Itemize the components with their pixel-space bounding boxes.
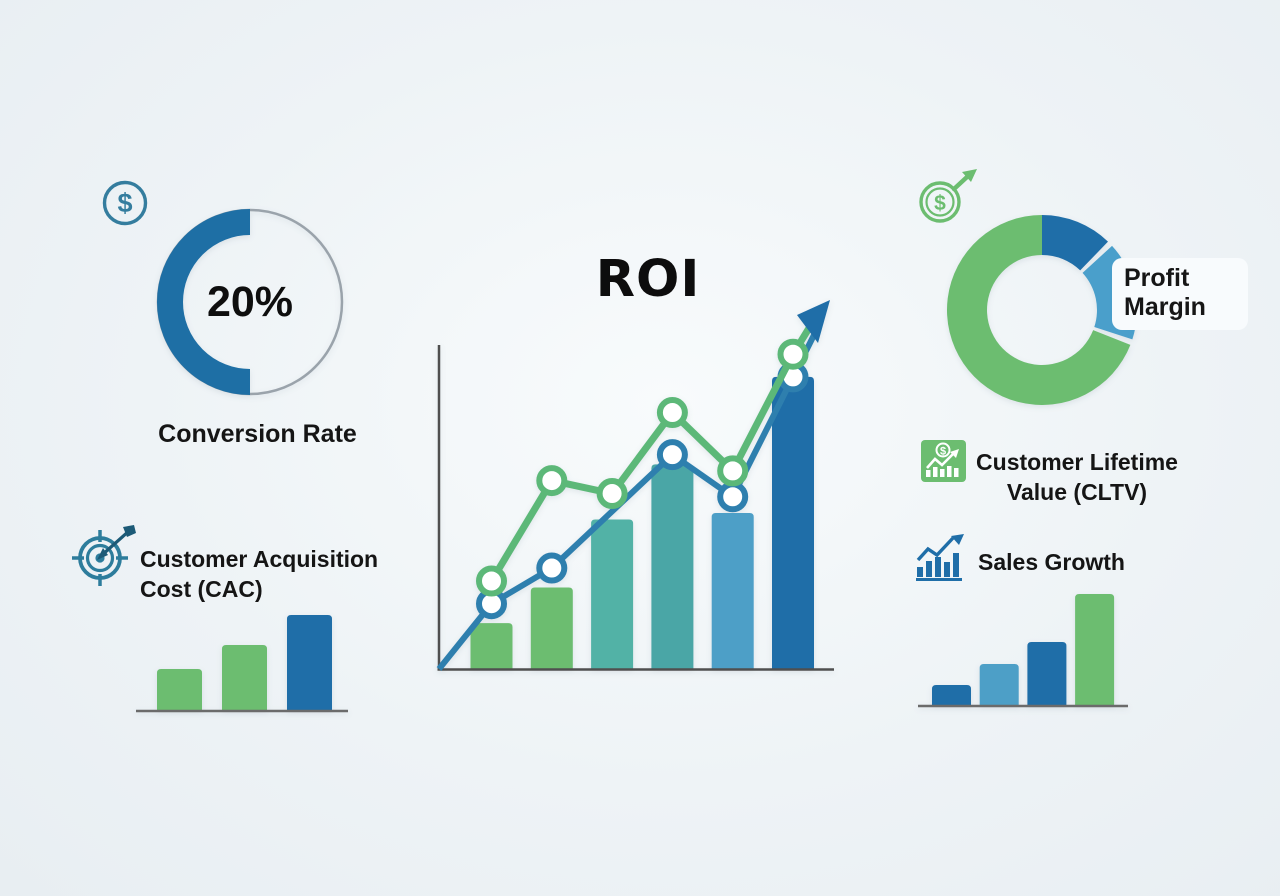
conversion-value: 20%: [206, 277, 294, 326]
roi-bar-line-chart: [436, 300, 834, 671]
cltv-label: Customer Lifetime Value (CLTV): [976, 449, 1178, 505]
sales-growth-bar-chart: [918, 594, 1128, 708]
cac-label: Customer Acquisition Cost (CAC): [140, 546, 379, 602]
cac-bar-chart: [136, 615, 348, 713]
target-icon: [72, 525, 136, 586]
sales-label: Sales Growth: [978, 549, 1125, 575]
dollar-glyph: $: [934, 192, 946, 215]
profit-margin-donut-chart: [947, 215, 1137, 405]
profit-margin-label: Profit Margin: [1112, 258, 1248, 330]
bar-growth-icon: [916, 534, 964, 581]
money-growth-icon: $: [919, 169, 977, 223]
conversion-label: Conversion Rate: [158, 420, 357, 448]
dollar-glyph: $: [117, 188, 132, 218]
dollar-circle-icon: $: [102, 180, 148, 226]
roi-title: ROI: [595, 250, 701, 309]
chart-money-icon: $: [921, 440, 966, 482]
conversion-gauge-chart: [156, 208, 344, 396]
dollar-glyph: $: [940, 446, 946, 458]
